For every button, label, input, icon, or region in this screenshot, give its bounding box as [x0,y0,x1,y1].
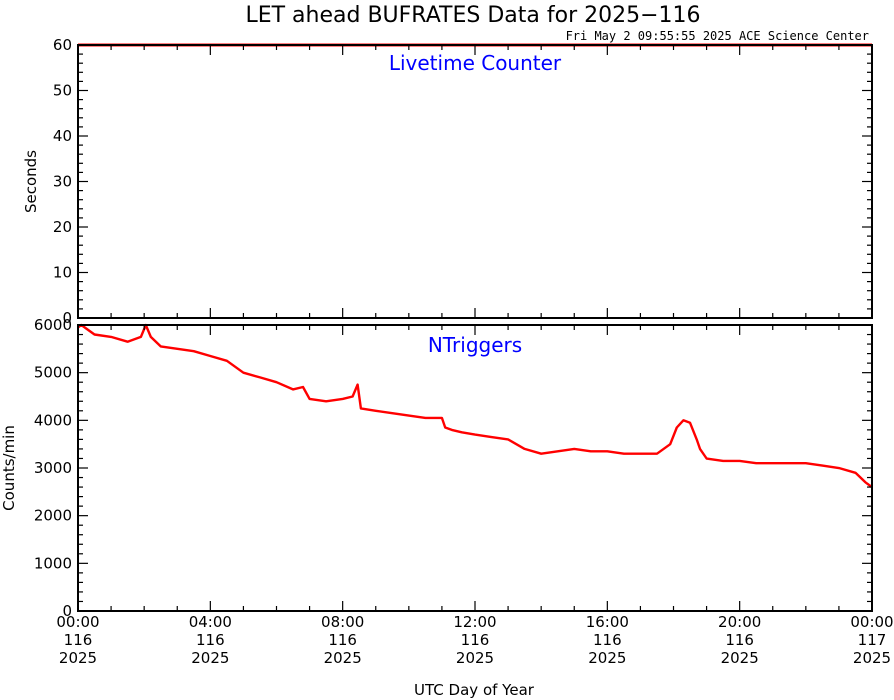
x-tick-doy-label: 117 [858,631,887,649]
x-tick-doy-label: 116 [593,631,622,649]
y-tick-label: 2000 [34,507,72,525]
x-axis: 00:00116202504:00116202508:00116202512:0… [56,613,893,667]
x-tick-time-label: 12:00 [453,613,496,631]
x-tick-doy-label: 116 [196,631,225,649]
y-tick-label: 6000 [34,316,72,334]
x-tick-year-label: 2025 [588,649,626,667]
x-tick-doy-label: 116 [64,631,93,649]
x-tick-time-label: 16:00 [586,613,629,631]
panel-title: NTriggers [428,333,522,357]
y-tick-label: 40 [53,127,72,145]
y-tick-label: 50 [53,82,72,100]
panel-title: Livetime Counter [389,51,562,75]
y-tick-label: 0 [62,602,72,620]
x-tick-time-label: 00:00 [850,613,893,631]
x-axis-label: UTC Day of Year [414,681,535,699]
x-tick-year-label: 2025 [853,649,891,667]
x-tick-year-label: 2025 [456,649,494,667]
y-tick-label: 3000 [34,459,72,477]
x-tick-year-label: 2025 [721,649,759,667]
y-tick-label: 0 [62,309,72,327]
y-tick-label: 20 [53,218,72,236]
y-tick-label: 1000 [34,554,72,572]
y-tick-label: 5000 [34,364,72,382]
x-tick-time-label: 08:00 [321,613,364,631]
plot-frame [77,44,873,319]
y-tick-label: 4000 [34,411,72,429]
x-tick-year-label: 2025 [191,649,229,667]
x-tick-time-label: 04:00 [189,613,232,631]
y-tick-label: 30 [53,173,72,191]
x-tick-year-label: 2025 [59,649,97,667]
x-tick-time-label: 00:00 [56,613,99,631]
y-axis-label: Seconds [22,150,40,213]
x-tick-time-label: 20:00 [718,613,761,631]
series-line-1-0 [77,323,873,489]
chart-title: LET ahead BUFRATES Data for 2025−116 [245,3,700,28]
y-tick-label: 60 [53,36,72,54]
x-tick-doy-label: 116 [461,631,490,649]
timestamp-label: Fri May 2 09:55:55 2025 ACE Science Cent… [566,29,869,43]
x-tick-doy-label: 116 [328,631,357,649]
y-tick-label: 10 [53,264,72,282]
ntriggers-panel: 0 1000 2000 3000 4000 5000 6000 NTriggers Counts… [0,316,873,620]
plot-frame [77,324,873,612]
livetime-panel: 0 10 20 30 40 50 60 Livetime Counter Seconds [22,36,873,327]
x-tick-year-label: 2025 [324,649,362,667]
y-axis-label: Counts/min [0,425,18,511]
x-tick-doy-label: 116 [725,631,754,649]
